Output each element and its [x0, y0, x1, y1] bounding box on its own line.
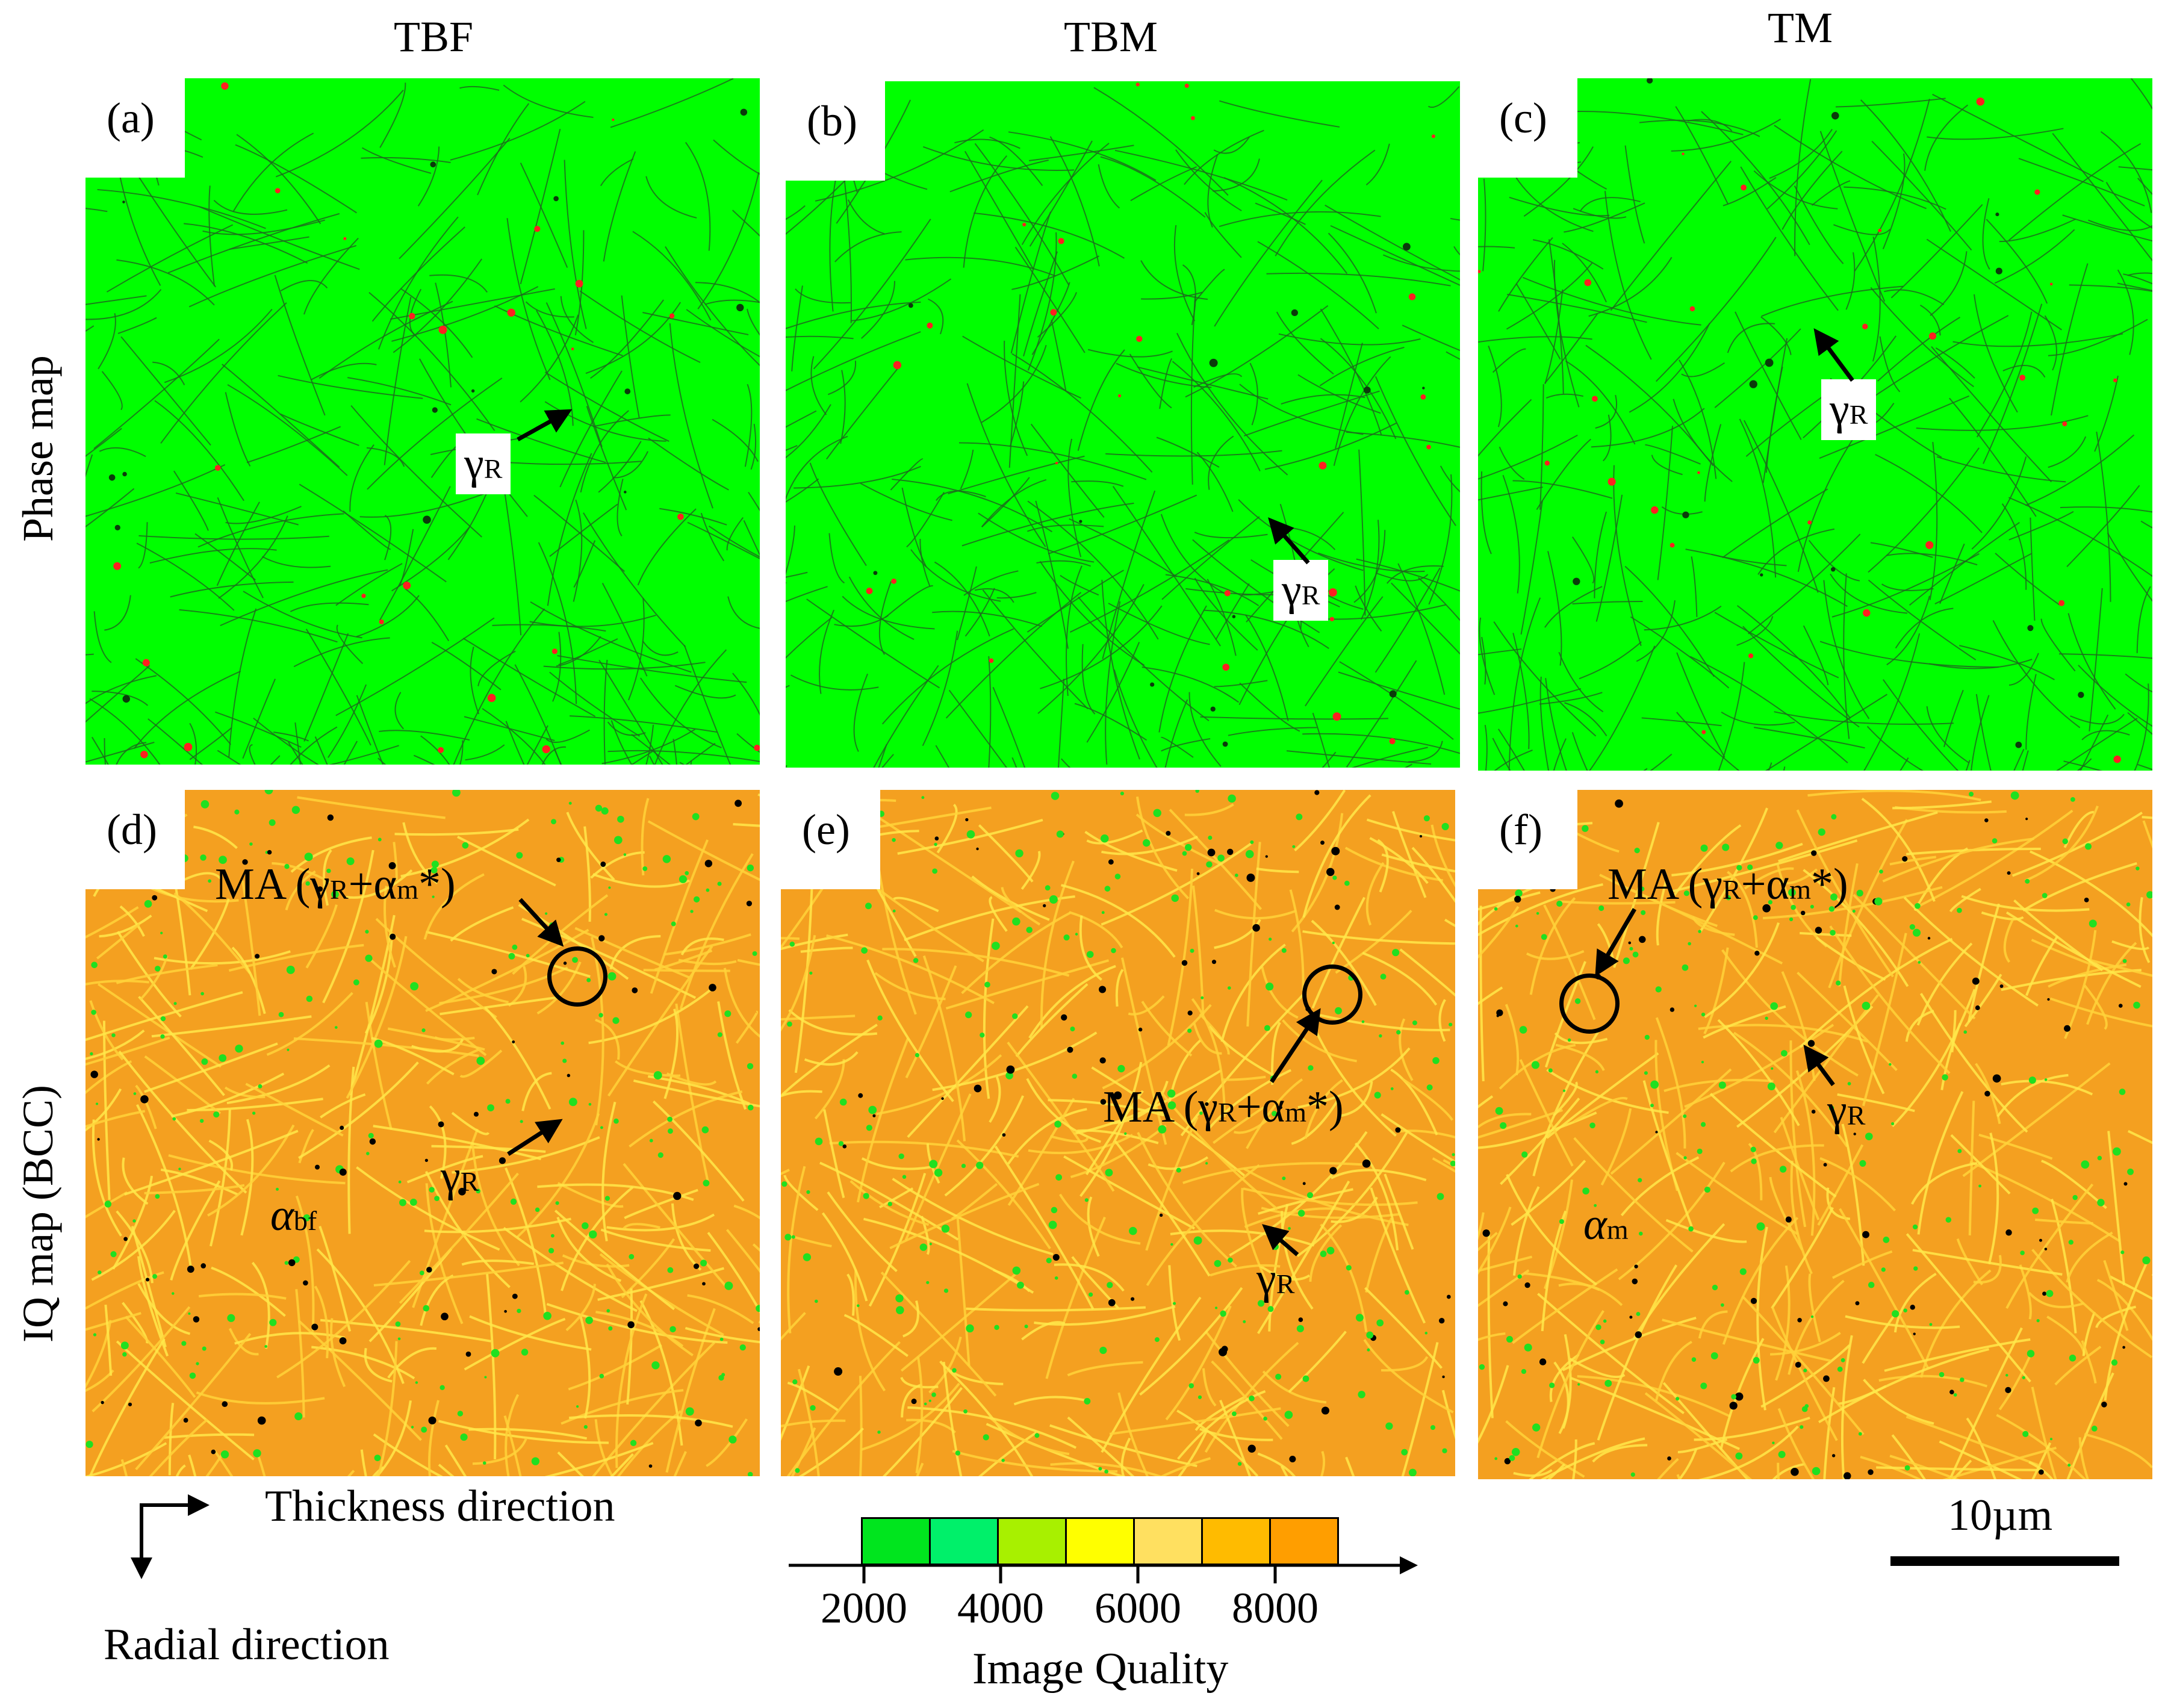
legend-color-cell [1065, 1517, 1135, 1565]
gamma-r-annotation: γR [1827, 1085, 1866, 1135]
panel-label: (f) [1478, 790, 1577, 889]
phase-map-image [1478, 78, 2152, 771]
phase-map-image [85, 78, 760, 765]
panel-f-iq-map: (f) MA (γR+αm*) γR αm [1478, 790, 2152, 1479]
legend-color-cell [929, 1517, 999, 1565]
direction-arrows-icon [131, 1494, 210, 1579]
iq-map-image [1478, 790, 2152, 1479]
row-title-phase-map: Phase map [14, 355, 62, 542]
arrow-icon [1262, 1008, 1321, 1256]
scale-bar-label: 10µm [1948, 1491, 2053, 1540]
legend-color-cell [1133, 1517, 1203, 1565]
panel-a-phase-map: (a) γR [85, 78, 760, 765]
arrow-icon [1268, 517, 1310, 565]
column-title-tbf: TBF [393, 13, 474, 61]
ma-annotation: MA (γR+αm*) [1607, 860, 1848, 909]
radial-direction-label: Radial direction [104, 1620, 390, 1669]
arrow-icon [1595, 908, 1835, 1087]
panel-label: (e) [781, 790, 880, 889]
scale-bar [1890, 1556, 2119, 1566]
legend-color-cell [997, 1517, 1067, 1565]
arrow-icon [517, 409, 573, 442]
legend-tick-8000: 8000 [1232, 1584, 1319, 1632]
legend-tick-4000: 4000 [957, 1584, 1044, 1632]
legend-axis [789, 1556, 1418, 1583]
arrow-icon [1813, 328, 1854, 382]
column-title-tm: TM [1768, 4, 1833, 52]
legend-color-cell [1201, 1517, 1271, 1565]
ma-annotation: MA (γR+αm*) [1103, 1082, 1344, 1132]
alpha-bf-annotation: αbf [270, 1191, 317, 1240]
legend-color-cell [1269, 1517, 1339, 1565]
gamma-r-annotation: γR [456, 433, 511, 494]
ma-annotation: MA (γR+αm*) [215, 860, 456, 909]
ma-circle [1302, 964, 1362, 1025]
arrow-icon [507, 898, 564, 1156]
legend-tick-6000: 6000 [1095, 1584, 1181, 1632]
legend-color-cell [861, 1517, 931, 1565]
thickness-direction-label: Thickness direction [265, 1482, 615, 1531]
panel-label: (d) [85, 790, 185, 889]
panel-label: (b) [786, 81, 885, 181]
phase-map-image [786, 81, 1460, 768]
iq-map-image [781, 790, 1455, 1476]
gamma-r-annotation: γR [1273, 560, 1329, 621]
panel-c-phase-map: (c) γR [1478, 78, 2152, 771]
gamma-r-annotation: γR [1821, 379, 1877, 440]
legend-tick-2000: 2000 [821, 1584, 907, 1632]
column-title-tbm: TBM [1063, 13, 1158, 61]
gamma-r-annotation: γR [1256, 1254, 1295, 1303]
alpha-m-annotation: αm [1583, 1200, 1629, 1249]
row-title-iq-map: IQ map (BCC) [14, 1085, 62, 1343]
panel-b-phase-map: (b) γR [786, 81, 1460, 768]
ma-circle [547, 946, 607, 1007]
ma-circle [1559, 974, 1620, 1034]
legend-title: Image Quality [972, 1644, 1229, 1694]
panel-label: (a) [85, 78, 185, 178]
panel-d-iq-map: (d) MA (γR+αm*) γR αbf [85, 790, 760, 1476]
gamma-r-annotation: γR [441, 1152, 479, 1201]
panel-e-iq-map: (e) MA (γR+αm*) γR [781, 790, 1455, 1476]
panel-label: (c) [1478, 78, 1577, 178]
